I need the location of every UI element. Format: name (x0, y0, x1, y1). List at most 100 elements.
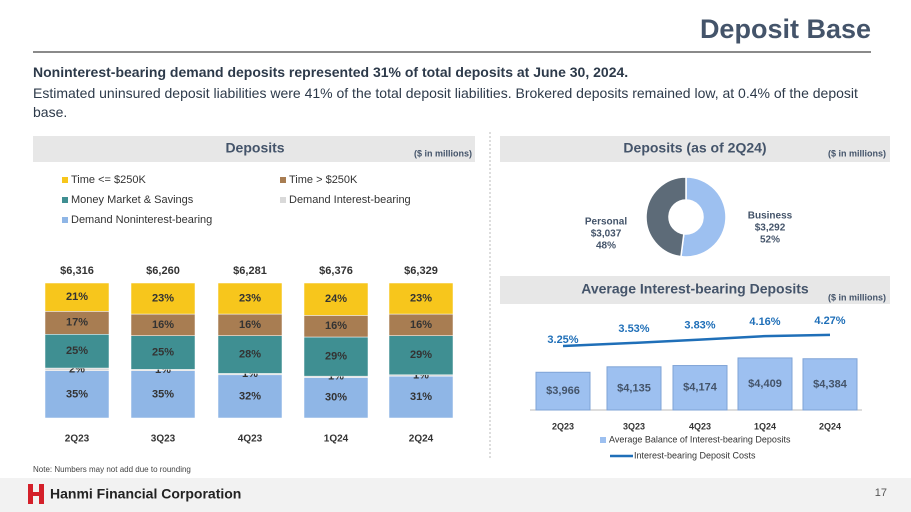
x-tick-label: 2Q24 (819, 421, 841, 431)
data-label: $4,135 (617, 382, 651, 394)
data-label: 16% (410, 319, 432, 331)
legend-label: Demand Interest-bearing (289, 194, 411, 206)
chart-subtitle: ($ in millions) (828, 292, 886, 302)
data-label: 4.16% (749, 316, 780, 328)
bar (737, 357, 793, 411)
donut-slice (645, 176, 687, 258)
value-label: $3,037 (591, 229, 622, 240)
panel-header (500, 136, 890, 162)
donut-slice (680, 176, 727, 258)
headline: Noninterest-bearing demand deposits repr… (33, 64, 629, 80)
data-label: 24% (325, 293, 347, 305)
x-tick-label: 3Q23 (151, 434, 176, 445)
total-label: $6,281 (233, 265, 267, 277)
bar-segment (388, 375, 454, 419)
logo-mark (28, 484, 44, 504)
footer-band (0, 478, 911, 512)
x-tick-label: 4Q23 (689, 421, 711, 431)
chart-subtitle: ($ in millions) (414, 148, 472, 158)
slice-label: Personal (585, 217, 627, 228)
legend-label: Demand Noninterest-bearing (71, 214, 212, 226)
company-name: Hanmi Financial Corporation (50, 486, 241, 502)
chart-title: Average Interest-bearing Deposits (581, 281, 809, 297)
legend-swatch (62, 177, 68, 183)
data-label: 28% (239, 348, 261, 360)
data-label: 29% (410, 349, 432, 361)
slide-title: Deposit Base (699, 14, 871, 44)
data-label: 16% (239, 319, 261, 331)
x-tick-label: 1Q24 (754, 421, 776, 431)
bar-segment (130, 282, 196, 315)
data-label: $4,384 (813, 378, 848, 390)
data-label: 30% (325, 392, 347, 404)
data-label: 35% (66, 388, 88, 400)
panel-header (33, 136, 475, 162)
legend-label: Average Balance of Interest-bearing Depo… (609, 434, 791, 444)
x-tick-label: 2Q23 (552, 421, 574, 431)
slice-label: Business (748, 211, 793, 222)
data-label: 31% (410, 391, 432, 403)
data-label: 17% (66, 317, 88, 329)
bar-segment (388, 282, 454, 315)
data-label: 4.27% (814, 315, 845, 327)
page-number: 17 (875, 487, 887, 499)
x-tick-label: 1Q24 (324, 434, 349, 445)
title-rule (33, 51, 871, 53)
bar-segment (130, 370, 196, 419)
bar-segment (303, 282, 369, 316)
legend-label: Time <= $250K (71, 174, 146, 186)
bar-segment (303, 336, 369, 377)
legend-swatch (600, 437, 606, 443)
data-label: $4,174 (683, 382, 718, 394)
share-label: 52% (760, 235, 780, 246)
data-label: 23% (239, 292, 261, 304)
data-label: 16% (152, 319, 174, 331)
share-label: 48% (596, 241, 616, 252)
x-tick-label: 3Q23 (623, 421, 645, 431)
x-tick-label: 2Q24 (409, 434, 434, 445)
total-label: $6,329 (404, 265, 438, 277)
footnote: Note: Numbers may not add due to roundin… (33, 465, 191, 474)
bar-segment (44, 334, 110, 369)
bar-segment (130, 335, 196, 370)
bar-segment (388, 335, 454, 376)
data-label: 25% (66, 345, 88, 357)
legend-label: Interest-bearing Deposit Costs (634, 450, 756, 460)
panel-header (500, 276, 890, 304)
bar-segment (44, 282, 110, 312)
bar (535, 371, 591, 411)
bar-segment (217, 282, 283, 315)
data-label: 32% (239, 390, 261, 402)
total-label: $6,376 (319, 265, 353, 277)
chart-subtitle: ($ in millions) (828, 148, 886, 158)
x-tick-label: 2Q23 (65, 434, 90, 445)
data-label: 23% (152, 292, 174, 304)
legend-label: Money Market & Savings (71, 194, 194, 206)
legend-swatch (280, 197, 286, 203)
data-label: 3.25% (547, 334, 578, 346)
legend-swatch (280, 177, 286, 183)
bar-segment (217, 335, 283, 374)
bar (672, 365, 728, 411)
bar-segment (44, 370, 110, 419)
legend-swatch (62, 217, 68, 223)
legend-swatch (62, 197, 68, 203)
data-label: 23% (410, 292, 432, 304)
data-label: 25% (152, 346, 174, 358)
total-label: $6,316 (60, 265, 94, 277)
bar (802, 358, 858, 411)
bar (606, 366, 662, 411)
body-text: Estimated uninsured deposit liabilities … (33, 85, 858, 120)
data-label: 16% (325, 320, 347, 332)
chart-title: Deposits (as of 2Q24) (623, 140, 766, 156)
data-label: 35% (152, 388, 174, 400)
total-label: $6,260 (146, 265, 180, 277)
chart-title: Deposits (225, 140, 284, 156)
data-label: 3.53% (618, 323, 649, 335)
x-tick-label: 4Q23 (238, 434, 263, 445)
value-label: $3,292 (755, 223, 786, 234)
data-label: $3,966 (546, 385, 580, 397)
data-label: 3.83% (684, 320, 715, 332)
